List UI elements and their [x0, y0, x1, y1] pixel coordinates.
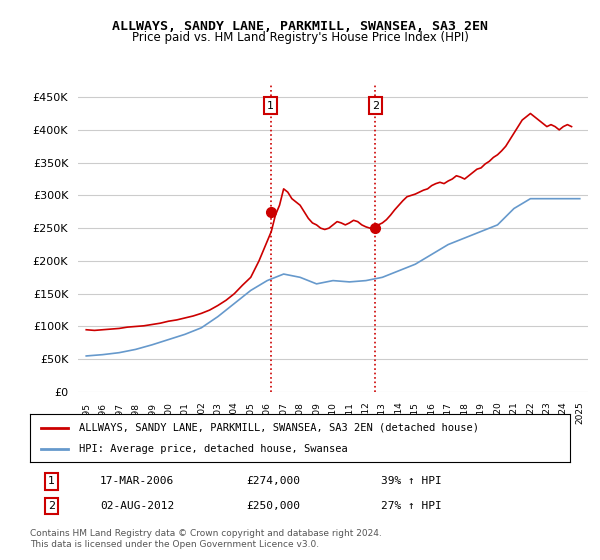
Text: 27% ↑ HPI: 27% ↑ HPI	[381, 501, 442, 511]
Text: 2: 2	[48, 501, 55, 511]
Text: 2: 2	[372, 101, 379, 110]
Text: 1: 1	[267, 101, 274, 110]
Text: £274,000: £274,000	[246, 476, 300, 486]
Text: £250,000: £250,000	[246, 501, 300, 511]
Text: HPI: Average price, detached house, Swansea: HPI: Average price, detached house, Swan…	[79, 444, 347, 454]
Text: ALLWAYS, SANDY LANE, PARKMILL, SWANSEA, SA3 2EN: ALLWAYS, SANDY LANE, PARKMILL, SWANSEA, …	[112, 20, 488, 32]
Text: 39% ↑ HPI: 39% ↑ HPI	[381, 476, 442, 486]
Text: ALLWAYS, SANDY LANE, PARKMILL, SWANSEA, SA3 2EN (detached house): ALLWAYS, SANDY LANE, PARKMILL, SWANSEA, …	[79, 423, 479, 433]
Text: Contains HM Land Registry data © Crown copyright and database right 2024.
This d: Contains HM Land Registry data © Crown c…	[30, 529, 382, 549]
Text: 17-MAR-2006: 17-MAR-2006	[100, 476, 175, 486]
Text: 02-AUG-2012: 02-AUG-2012	[100, 501, 175, 511]
Text: 1: 1	[48, 476, 55, 486]
Text: Price paid vs. HM Land Registry's House Price Index (HPI): Price paid vs. HM Land Registry's House …	[131, 31, 469, 44]
